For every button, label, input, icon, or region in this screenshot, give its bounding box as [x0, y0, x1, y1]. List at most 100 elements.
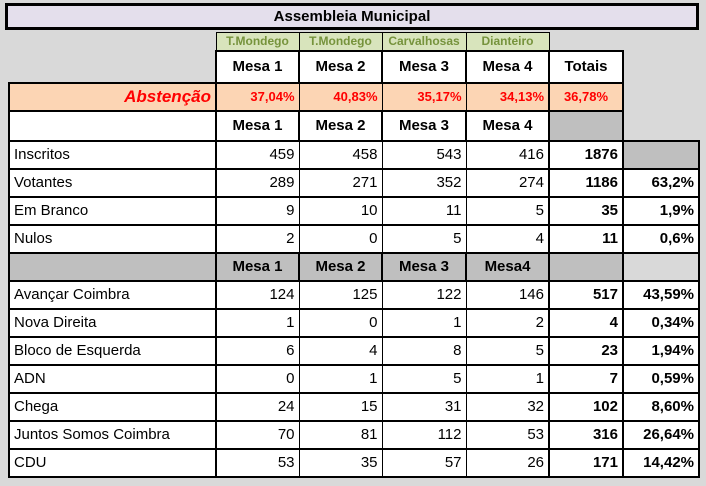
location-header-mesa1: T.Mondego	[215, 32, 300, 51]
table-row-nulos: Nulos 2 0 5 4 11 0,6%	[8, 223, 700, 254]
mesa2-value: 458	[298, 139, 383, 170]
mesa1-value: 53	[215, 447, 300, 478]
mesa-header-row-mid: Mesa 1 Mesa 2 Mesa 3 Mesa 4	[8, 109, 699, 142]
pct-value: 0,6%	[622, 223, 700, 254]
mesa1-value: 459	[215, 139, 300, 170]
table-row-nova-direita: Nova Direita 1 0 1 2 4 0,34%	[8, 307, 700, 338]
pct-value: 26,64%	[622, 419, 700, 450]
mesa4-value: 2	[465, 307, 550, 338]
mesa-header-row-party: Mesa 1 Mesa 2 Mesa 3 Mesa4	[8, 251, 700, 282]
total-value: 102	[548, 391, 624, 422]
mesa2-value: 4	[298, 335, 383, 366]
party-label: Avançar Coimbra	[8, 279, 217, 310]
mesa2-header-party: Mesa 2	[298, 251, 383, 282]
pct-value: 14,42%	[622, 447, 700, 478]
total-value: 7	[548, 363, 624, 394]
mesa3-value: 57	[381, 447, 467, 478]
mesa3-value: 5	[381, 363, 467, 394]
pct-value: 8,60%	[622, 391, 700, 422]
mesa3-value: 1	[381, 307, 467, 338]
abstention-row: Abstenção 37,04% 40,83% 35,17% 34,13% 36…	[8, 81, 699, 112]
party-label: CDU	[8, 447, 217, 478]
mesa3-header-mid: Mesa 3	[381, 109, 467, 142]
location-header-mesa3: Carvalhosas	[381, 32, 467, 51]
abstention-label: Abstenção	[8, 81, 217, 112]
abstention-mesa2: 40,83%	[298, 81, 383, 112]
mesa2-value: 35	[298, 447, 383, 478]
mesa2-value: 0	[298, 307, 383, 338]
total-value: 4	[548, 307, 624, 338]
results-table: T.Mondego T.Mondego Carvalhosas Dianteir…	[8, 32, 700, 478]
table-row-em-branco: Em Branco 9 10 11 5 35 1,9%	[8, 195, 700, 226]
party-label: Chega	[8, 391, 217, 422]
pct-value: 1,9%	[622, 195, 700, 226]
mesa4-header-party: Mesa4	[465, 251, 550, 282]
mesa3-value: 112	[381, 419, 467, 450]
mesa1-value: 6	[215, 335, 300, 366]
mesa2-value: 125	[298, 279, 383, 310]
mesa1-header-party: Mesa 1	[215, 251, 300, 282]
mesa2-value: 1	[298, 363, 383, 394]
party-label: ADN	[8, 363, 217, 394]
row-label: Nulos	[8, 223, 217, 254]
mesa1-value: 0	[215, 363, 300, 394]
mesa1-value: 289	[215, 167, 300, 198]
pct-band-cell	[622, 251, 700, 282]
total-value: 23	[548, 335, 624, 366]
mesa3-value: 5	[381, 223, 467, 254]
mesa3-value: 352	[381, 167, 467, 198]
mesa3-value: 11	[381, 195, 467, 226]
mesa1-value: 9	[215, 195, 300, 226]
table-row-inscritos: Inscritos 459 458 543 416 1876	[8, 139, 700, 170]
location-header-mesa4: Dianteiro	[465, 32, 550, 51]
mesa4-header-mid: Mesa 4	[465, 109, 550, 142]
empty-label-cell	[8, 109, 217, 142]
empty-cell	[9, 51, 216, 83]
abstention-mesa3: 35,17%	[381, 81, 467, 112]
pct-value: 0,59%	[622, 363, 700, 394]
pct-gray-cell	[622, 139, 700, 170]
mesa4-value: 32	[465, 391, 550, 422]
empty-cell	[623, 51, 699, 83]
mesa1-header: Mesa 1	[215, 49, 300, 84]
empty-cell	[623, 33, 699, 51]
pct-value: 0,34%	[622, 307, 700, 338]
total-value: 517	[548, 279, 624, 310]
mesa2-value: 0	[298, 223, 383, 254]
total-value: 171	[548, 447, 624, 478]
table-row-avancar-coimbra: Avançar Coimbra 124 125 122 146 517 43,5…	[8, 279, 700, 310]
total-value: 11	[548, 223, 624, 254]
total-value: 316	[548, 419, 624, 450]
mesa4-value: 1	[465, 363, 550, 394]
totals-band-cell	[548, 251, 624, 282]
mesa4-header: Mesa 4	[465, 49, 550, 84]
table-row-bloco-de-esquerda: Bloco de Esquerda 6 4 8 5 23 1,94%	[8, 335, 700, 366]
mesa3-value: 122	[381, 279, 467, 310]
mesa4-value: 4	[465, 223, 550, 254]
mesa2-value: 15	[298, 391, 383, 422]
mesa1-value: 1	[215, 307, 300, 338]
totals-gray-cell	[548, 109, 624, 142]
mesa4-value: 416	[465, 139, 550, 170]
table-row-chega: Chega 24 15 31 32 102 8,60%	[8, 391, 700, 422]
row-label: Votantes	[8, 167, 217, 198]
mesa3-header-party: Mesa 3	[381, 251, 467, 282]
mesa2-value: 271	[298, 167, 383, 198]
mesa4-value: 5	[465, 335, 550, 366]
party-label: Bloco de Esquerda	[8, 335, 217, 366]
empty-cell	[9, 33, 216, 51]
totals-header: Totais	[548, 49, 624, 84]
table-row-votantes: Votantes 289 271 352 274 1186 63,2%	[8, 167, 700, 198]
mesa4-value: 5	[465, 195, 550, 226]
mesa4-value: 146	[465, 279, 550, 310]
table-row-adn: ADN 0 1 5 1 7 0,59%	[8, 363, 700, 394]
mesa2-value: 10	[298, 195, 383, 226]
abstention-mesa4: 34,13%	[465, 81, 550, 112]
mesa1-value: 2	[215, 223, 300, 254]
party-label: Juntos Somos Coimbra	[8, 419, 217, 450]
row-label: Em Branco	[8, 195, 217, 226]
pct-value: 43,59%	[622, 279, 700, 310]
mesa3-value: 8	[381, 335, 467, 366]
mesa3-value: 543	[381, 139, 467, 170]
row-label: Inscritos	[8, 139, 217, 170]
